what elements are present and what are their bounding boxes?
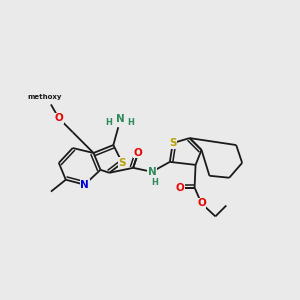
Text: O: O [55, 113, 63, 123]
Text: N: N [80, 180, 89, 190]
Text: H: H [105, 118, 112, 127]
Text: S: S [169, 138, 176, 148]
Text: S: S [118, 158, 126, 168]
Text: N: N [116, 114, 125, 124]
Text: H: H [152, 178, 158, 187]
Text: H: H [128, 118, 135, 127]
Text: O: O [197, 199, 206, 208]
Text: O: O [134, 148, 142, 158]
Text: O: O [175, 183, 184, 193]
Text: N: N [148, 167, 156, 177]
Text: methoxy: methoxy [28, 94, 62, 100]
